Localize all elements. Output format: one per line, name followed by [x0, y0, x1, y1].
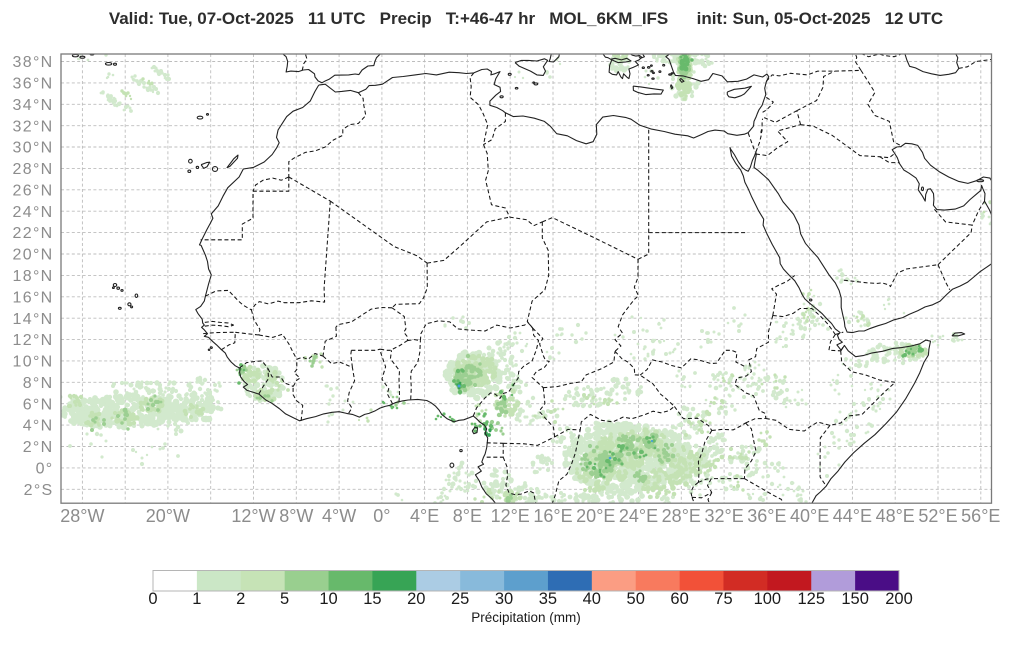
- svg-text:200: 200: [885, 590, 913, 608]
- svg-text:20°N: 20°N: [13, 247, 54, 264]
- svg-text:16°N: 16°N: [13, 289, 54, 306]
- svg-text:40°E: 40°E: [790, 506, 829, 526]
- svg-text:26°N: 26°N: [13, 182, 54, 199]
- svg-text:32°E: 32°E: [704, 506, 743, 526]
- svg-text:20°E: 20°E: [576, 506, 615, 526]
- svg-text:14°N: 14°N: [13, 311, 54, 328]
- svg-text:12°N: 12°N: [13, 332, 54, 349]
- svg-text:0°: 0°: [373, 506, 390, 526]
- svg-text:60: 60: [670, 590, 688, 608]
- svg-text:24°E: 24°E: [619, 506, 658, 526]
- svg-text:28°N: 28°N: [13, 161, 54, 178]
- svg-text:125: 125: [797, 590, 825, 608]
- svg-text:32°N: 32°N: [13, 118, 54, 135]
- svg-text:12°W: 12°W: [231, 506, 275, 526]
- svg-text:8°W: 8°W: [279, 506, 313, 526]
- svg-text:2: 2: [236, 590, 245, 608]
- svg-text:35: 35: [539, 590, 557, 608]
- svg-text:10: 10: [319, 590, 337, 608]
- svg-text:5: 5: [280, 590, 289, 608]
- svg-text:10°N: 10°N: [13, 354, 54, 371]
- svg-text:22°N: 22°N: [13, 225, 54, 242]
- svg-text:16°E: 16°E: [533, 506, 572, 526]
- svg-text:6°N: 6°N: [23, 396, 54, 413]
- svg-text:36°N: 36°N: [13, 76, 54, 93]
- svg-text:0°: 0°: [36, 461, 54, 478]
- svg-text:8°E: 8°E: [453, 506, 482, 526]
- svg-text:100: 100: [754, 590, 782, 608]
- svg-text:20: 20: [407, 590, 425, 608]
- svg-text:24°N: 24°N: [13, 204, 54, 221]
- svg-text:28°E: 28°E: [662, 506, 701, 526]
- svg-text:44°E: 44°E: [833, 506, 872, 526]
- svg-text:12°E: 12°E: [491, 506, 530, 526]
- svg-text:2°N: 2°N: [23, 439, 54, 456]
- svg-text:56°E: 56°E: [961, 506, 1000, 526]
- svg-text:20°W: 20°W: [146, 506, 190, 526]
- svg-text:Précipitation (mm): Précipitation (mm): [471, 610, 581, 625]
- svg-text:18°N: 18°N: [13, 268, 54, 285]
- svg-text:75: 75: [714, 590, 732, 608]
- svg-text:30°N: 30°N: [13, 140, 54, 157]
- svg-text:25: 25: [451, 590, 469, 608]
- svg-text:4°N: 4°N: [23, 418, 54, 435]
- svg-text:4°E: 4°E: [410, 506, 439, 526]
- svg-text:38°N: 38°N: [13, 54, 54, 71]
- svg-text:34°N: 34°N: [13, 97, 54, 114]
- svg-text:1: 1: [192, 590, 201, 608]
- svg-text:50: 50: [627, 590, 645, 608]
- svg-text:48°E: 48°E: [876, 506, 915, 526]
- svg-text:8°N: 8°N: [23, 375, 54, 392]
- svg-text:30: 30: [495, 590, 513, 608]
- svg-text:15: 15: [363, 590, 381, 608]
- svg-text:4°W: 4°W: [322, 506, 356, 526]
- svg-text:2°S: 2°S: [24, 482, 54, 499]
- svg-text:28°W: 28°W: [60, 506, 104, 526]
- svg-text:40: 40: [583, 590, 601, 608]
- svg-text:52°E: 52°E: [918, 506, 957, 526]
- svg-text:150: 150: [841, 590, 869, 608]
- svg-text:36°E: 36°E: [747, 506, 786, 526]
- svg-text:Valid: Tue, 07-Oct-2025 11 U: Valid: Tue, 07-Oct-2025 11 UTC Precip T:…: [109, 9, 943, 28]
- svg-text:0: 0: [148, 590, 157, 608]
